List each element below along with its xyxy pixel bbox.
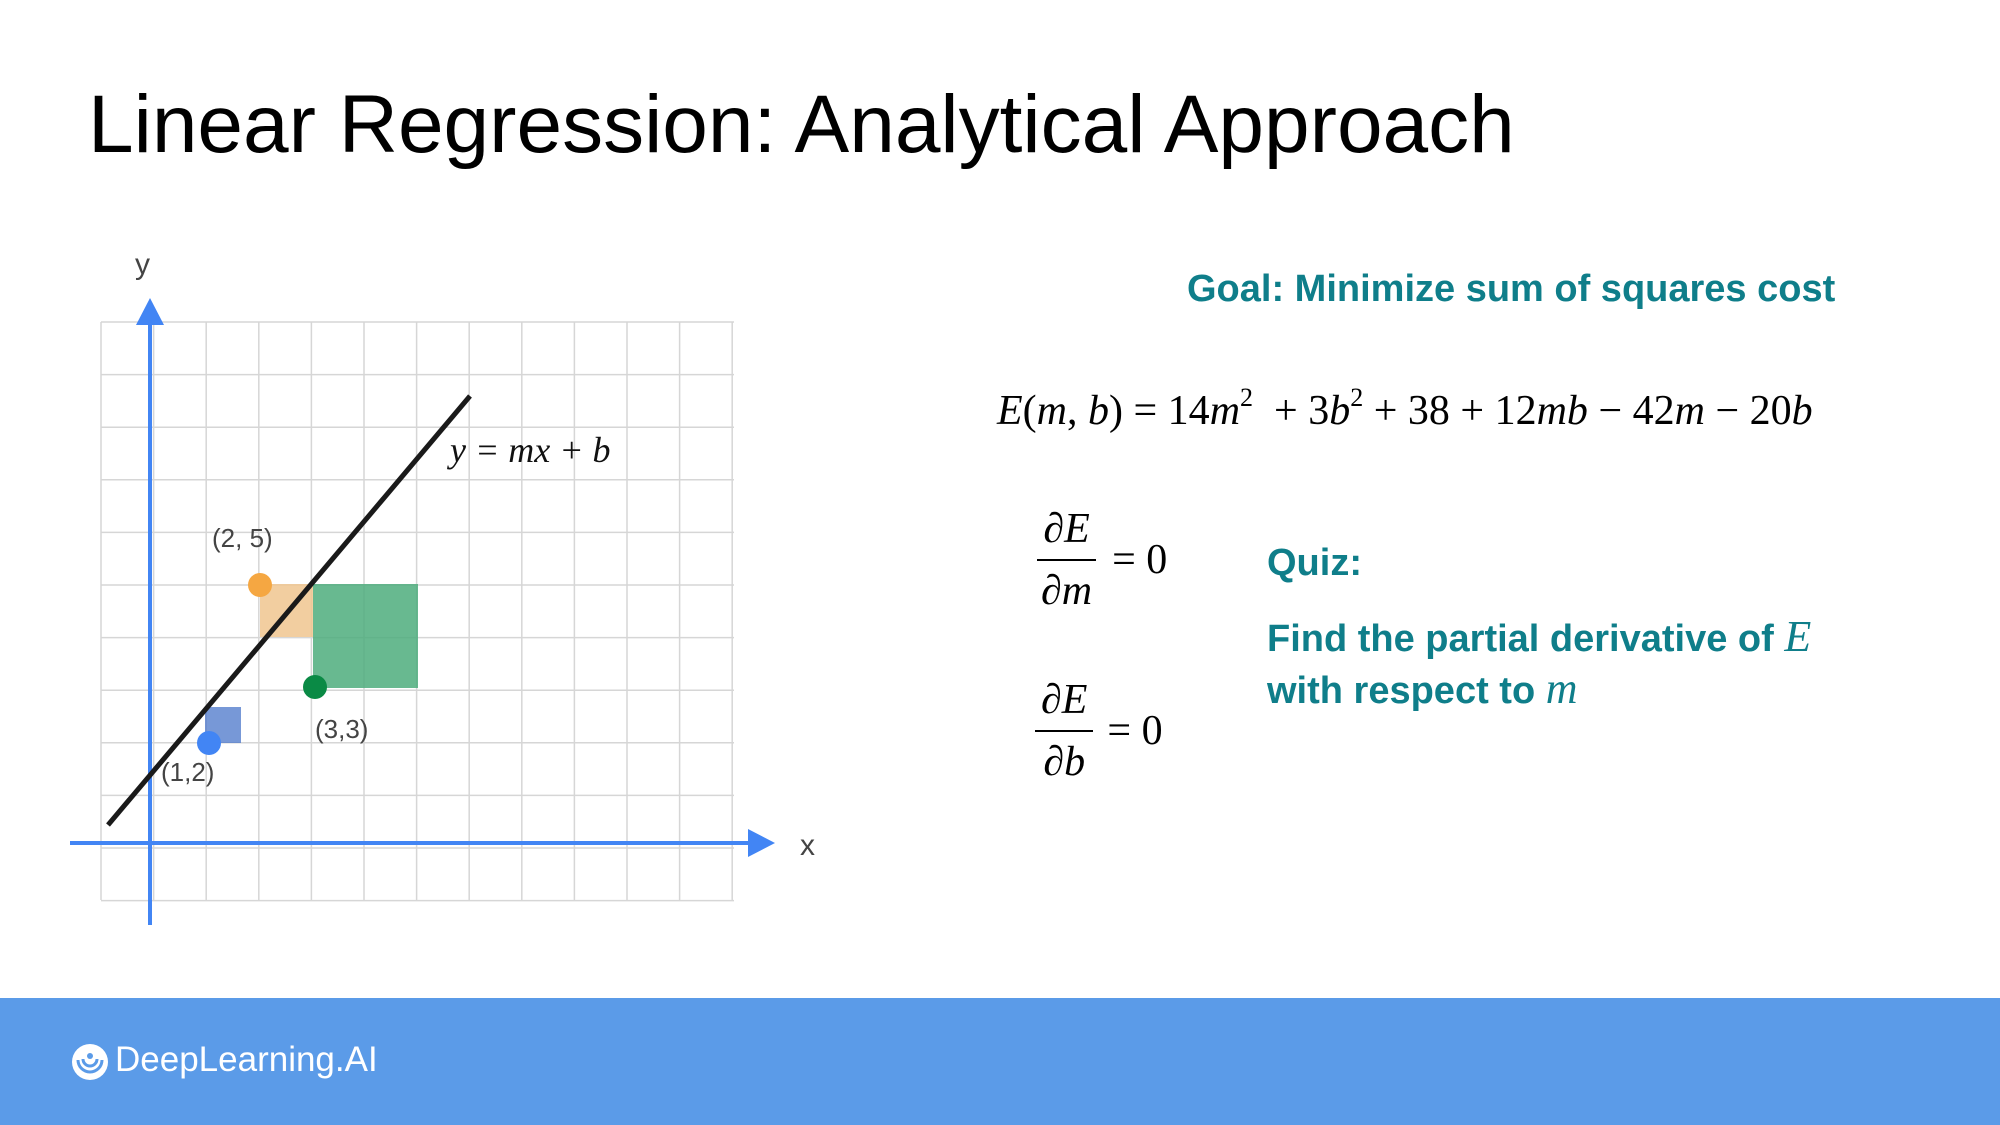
slide-title: Linear Regression: Analytical Approach	[88, 79, 1515, 170]
x-axis-label: x	[800, 829, 815, 862]
derivative-b-denominator: ∂b	[1043, 739, 1086, 785]
derivative-m-denominator: ∂m	[1041, 568, 1093, 614]
derivative-m-equals: = 0	[1112, 537, 1168, 583]
partial-derivative-b: ∂E ∂b = 0	[1035, 676, 1163, 786]
y-axis-label: y	[135, 248, 150, 281]
cost-equation: E(m, b) = 14m2 + 3b2 + 38 + 12mb − 42m −…	[997, 383, 1813, 435]
footer-bar: DeepLearning.AI	[0, 998, 2000, 1125]
goal-statement: Goal: Minimize sum of squares cost	[1187, 268, 1836, 310]
line-equation: y = mx + b	[447, 430, 611, 470]
x-axis	[70, 829, 775, 857]
equation-lhs: E	[997, 388, 1023, 434]
partial-derivative-m: ∂E ∂m = 0	[1035, 505, 1167, 615]
regression-line	[106, 394, 472, 827]
regression-diagram: x y y = mx + b (1,2) (2, 5) (3,3)	[70, 248, 815, 925]
grid	[100, 321, 734, 902]
y-axis	[136, 298, 164, 925]
point-label-3-3: (3,3)	[315, 714, 368, 744]
deeplearning-ai-logo-icon	[72, 1044, 108, 1080]
derivative-b-numerator: ∂E	[1035, 676, 1094, 732]
derivative-m-numerator: ∂E	[1037, 505, 1096, 561]
error-square-green	[313, 584, 418, 688]
point-green	[303, 675, 327, 699]
point-orange	[248, 573, 272, 597]
quiz-title: Quiz:	[1267, 542, 1362, 584]
point-label-2-5: (2, 5)	[212, 523, 273, 553]
brand-name: DeepLearning.AI	[115, 1040, 378, 1079]
derivative-b-equals: = 0	[1107, 708, 1163, 754]
point-label-1-2: (1,2)	[161, 757, 214, 787]
quiz-question: Find the partial derivative of E with re…	[1267, 612, 1812, 713]
point-blue	[197, 731, 221, 755]
